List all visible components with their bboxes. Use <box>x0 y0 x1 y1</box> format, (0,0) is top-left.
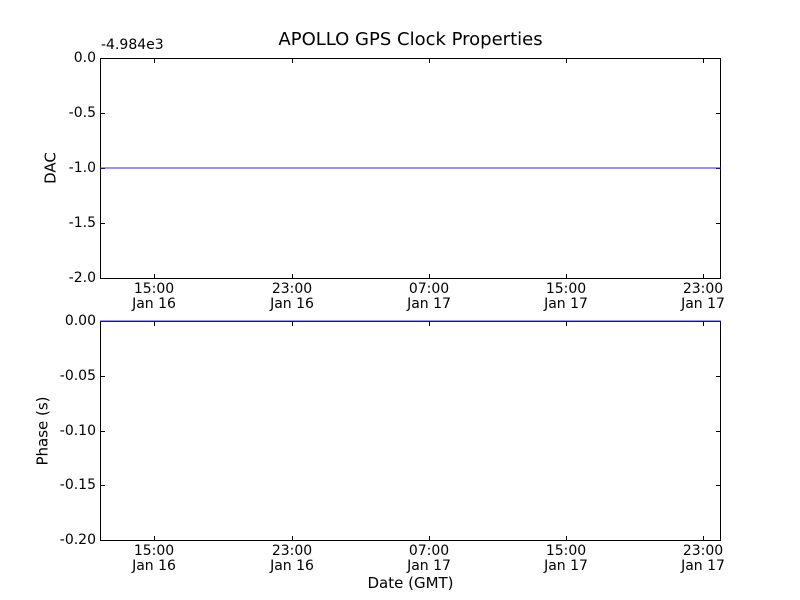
x-tick-time: 23:00 <box>682 543 724 559</box>
x-tick-label: 07:00 Jan 17 <box>381 282 477 312</box>
x-tick-time: 07:00 <box>408 543 450 559</box>
y-tick-mark <box>101 223 105 224</box>
y-tick-mark <box>101 58 105 59</box>
x-tick-mark <box>429 59 430 63</box>
y-tick-mark <box>716 58 720 59</box>
x-tick-time: 15:00 <box>133 543 175 559</box>
x-tick-mark <box>566 274 567 278</box>
x-tick-mark <box>566 322 567 326</box>
y-axis-offset-text: -4.984e3 <box>101 37 164 53</box>
y-tick-label: -0.5 <box>68 105 96 121</box>
x-tick-date: Jan 16 <box>132 558 176 574</box>
x-tick-mark <box>292 59 293 63</box>
x-tick-time: 23:00 <box>271 543 313 559</box>
x-tick-mark <box>154 274 155 278</box>
x-tick-mark <box>292 322 293 326</box>
x-tick-mark <box>566 536 567 540</box>
x-tick-label: 15:00 Jan 16 <box>106 282 202 312</box>
y-tick-label: -0.05 <box>59 368 96 384</box>
x-tick-label: 07:00 Jan 17 <box>381 544 477 574</box>
x-tick-label: 23:00 Jan 16 <box>244 544 340 574</box>
bottom-plot-area <box>100 321 721 541</box>
x-tick-label: 15:00 Jan 17 <box>518 544 614 574</box>
y-tick-label: 0.00 <box>64 313 96 329</box>
data-line <box>100 320 721 322</box>
x-tick-mark <box>703 274 704 278</box>
x-tick-mark <box>566 59 567 63</box>
x-tick-date: Jan 17 <box>681 558 725 574</box>
y-tick-mark <box>716 431 720 432</box>
x-tick-time: 15:00 <box>545 543 587 559</box>
x-tick-date: Jan 16 <box>270 296 314 312</box>
y-tick-mark <box>101 376 105 377</box>
x-tick-mark <box>429 536 430 540</box>
x-tick-date: Jan 17 <box>407 296 451 312</box>
y-tick-mark <box>101 431 105 432</box>
x-tick-mark <box>154 59 155 63</box>
y-tick-mark <box>716 540 720 541</box>
y-tick-mark <box>716 376 720 377</box>
x-axis-label: Date (GMT) <box>367 574 454 592</box>
x-tick-time: 23:00 <box>271 281 313 297</box>
y-tick-label: -0.10 <box>59 423 96 439</box>
x-tick-mark <box>703 322 704 326</box>
x-tick-mark <box>703 59 704 63</box>
y-tick-label: 0.0 <box>73 50 96 66</box>
x-tick-time: 15:00 <box>545 281 587 297</box>
x-tick-date: Jan 17 <box>681 296 725 312</box>
y-tick-label: -1.5 <box>68 215 96 231</box>
x-tick-label: 23:00 Jan 16 <box>244 282 340 312</box>
x-tick-mark <box>154 322 155 326</box>
y-tick-mark <box>716 223 720 224</box>
x-tick-mark <box>703 536 704 540</box>
y-tick-label: -0.20 <box>59 532 96 548</box>
x-tick-date: Jan 16 <box>132 296 176 312</box>
y-tick-label: -1.0 <box>68 160 96 176</box>
y-tick-mark <box>101 485 105 486</box>
x-tick-date: Jan 16 <box>270 558 314 574</box>
x-tick-label: 23:00 Jan 17 <box>655 282 751 312</box>
y-tick-mark <box>716 278 720 279</box>
chart-title: APOLLO GPS Clock Properties <box>278 29 543 50</box>
x-tick-label: 15:00 Jan 16 <box>106 544 202 574</box>
y-tick-mark <box>716 485 720 486</box>
y-tick-mark <box>101 540 105 541</box>
x-tick-time: 15:00 <box>133 281 175 297</box>
x-tick-mark <box>292 274 293 278</box>
x-tick-mark <box>429 274 430 278</box>
x-tick-label: 15:00 Jan 17 <box>518 282 614 312</box>
x-tick-mark <box>154 536 155 540</box>
y-tick-label: -0.15 <box>59 477 96 493</box>
x-tick-date: Jan 17 <box>544 296 588 312</box>
x-tick-mark <box>429 322 430 326</box>
x-tick-date: Jan 17 <box>544 558 588 574</box>
x-tick-time: 07:00 <box>408 281 450 297</box>
x-tick-mark <box>292 536 293 540</box>
y-tick-mark <box>101 278 105 279</box>
x-tick-time: 23:00 <box>682 281 724 297</box>
x-tick-label: 23:00 Jan 17 <box>655 544 751 574</box>
y-tick-mark <box>101 113 105 114</box>
y-tick-label: -2.0 <box>68 270 96 286</box>
data-line <box>100 167 721 169</box>
y-tick-mark <box>716 113 720 114</box>
x-tick-date: Jan 17 <box>407 558 451 574</box>
